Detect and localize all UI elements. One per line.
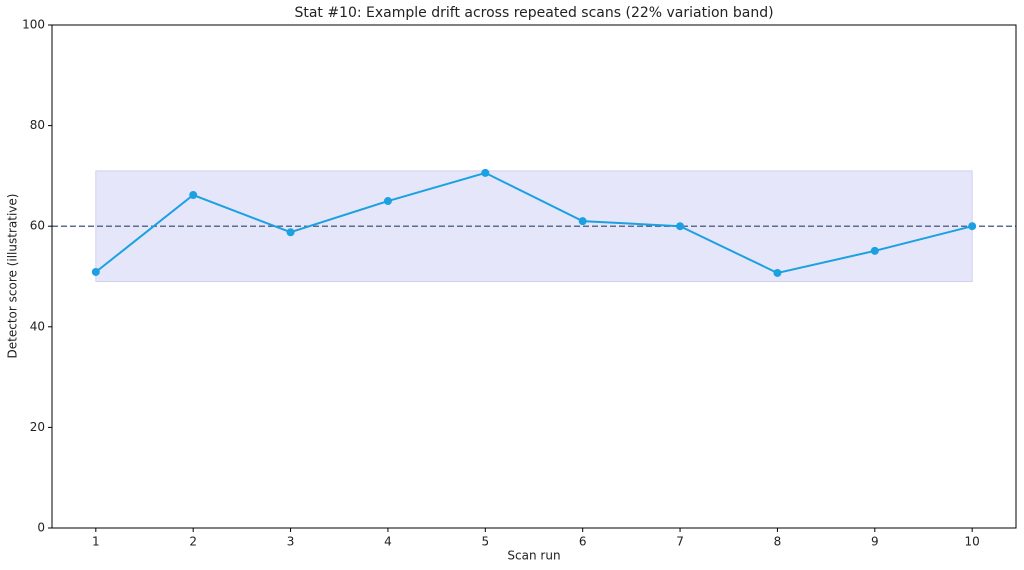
data-point	[91, 267, 100, 276]
y-axis-label: Detector score (illustrative)	[6, 194, 20, 359]
x-tick-label: 8	[774, 535, 782, 549]
chart-title: Stat #10: Example drift across repeated …	[294, 5, 773, 21]
data-point	[870, 246, 879, 255]
x-tick-label: 7	[676, 535, 684, 549]
x-tick-label: 3	[287, 535, 295, 549]
x-tick-label: 9	[871, 535, 879, 549]
data-point	[578, 217, 587, 226]
data-point	[773, 268, 782, 277]
x-tick-label: 6	[579, 535, 587, 549]
y-tick-label: 60	[30, 219, 45, 233]
x-tick-label: 1	[92, 535, 100, 549]
plot-frame	[51, 24, 1017, 529]
x-axis-label: Scan run	[507, 549, 560, 563]
data-point	[968, 222, 977, 231]
x-tick-label: 5	[481, 535, 489, 549]
y-tick-label: 100	[22, 18, 45, 32]
y-tick-label: 40	[30, 319, 45, 333]
data-line	[95, 171, 973, 275]
x-tick-label: 4	[384, 535, 392, 549]
data-point	[189, 191, 198, 200]
x-tick-label: 2	[189, 535, 197, 549]
x-tick-label: 10	[965, 535, 980, 549]
data-point	[383, 197, 392, 206]
data-point	[481, 168, 490, 177]
y-tick-label: 0	[37, 521, 45, 535]
data-point	[286, 228, 295, 237]
y-tick-label: 80	[30, 118, 45, 132]
y-tick-label: 20	[30, 420, 45, 434]
data-point	[676, 222, 685, 231]
